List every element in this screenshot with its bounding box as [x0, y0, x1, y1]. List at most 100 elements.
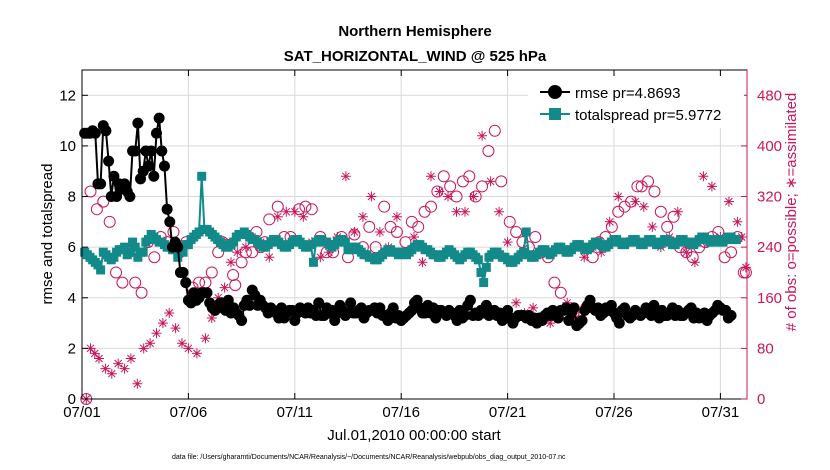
chart-subtitle: SAT_HORIZONTAL_WIND @ 525 hPa	[284, 48, 547, 65]
obs-assimilated-point	[226, 257, 236, 268]
rmse-point	[180, 277, 192, 289]
obs-assimilated-point	[698, 171, 709, 182]
spread-point	[96, 265, 106, 275]
rmse-point	[177, 266, 189, 278]
obs-assimilated-point	[426, 171, 436, 182]
obs-possible-point	[363, 220, 376, 233]
obs-assimilated-point	[219, 282, 230, 293]
spread-point	[128, 237, 138, 247]
obs-assimilated-point	[85, 343, 96, 354]
obs-assimilated-point	[357, 211, 368, 222]
obs-assimilated-point	[349, 227, 360, 237]
y2-tick-label: 240	[757, 239, 782, 256]
legend-spread-label: totalspread pr=5.9772	[575, 107, 721, 124]
y-axis-label: rmse and totalspread	[39, 164, 56, 305]
spread-point	[194, 227, 204, 237]
obs-assimilated-point	[638, 201, 649, 212]
rmse-point	[459, 309, 471, 321]
obs-assimilated-point	[596, 247, 607, 258]
obs-assimilated-point	[689, 257, 700, 268]
obs-assimilated-point	[232, 247, 243, 258]
obs-possible-point	[661, 220, 674, 233]
spread-point	[476, 267, 486, 277]
rmse-point	[244, 299, 256, 311]
rmse-point	[576, 315, 588, 327]
obs-assimilated-point	[183, 343, 194, 354]
spread-point	[308, 257, 318, 267]
spread-point	[109, 252, 119, 262]
x-axis-label: Jul.01,2010 00:00:00 start	[327, 427, 501, 444]
obs-assimilated-point	[106, 368, 117, 379]
y-tick-label: 2	[68, 340, 76, 357]
obs-possible-point	[148, 251, 161, 264]
spread-point	[125, 247, 135, 257]
obs-possible-point	[548, 276, 561, 289]
obs-possible-point	[90, 203, 103, 216]
obs-possible-point	[293, 203, 306, 216]
y2-tick-label: 80	[757, 340, 774, 357]
obs-assimilated-point	[119, 363, 130, 374]
obs-possible-point	[510, 225, 523, 238]
x-tick-label: 07/31	[702, 404, 740, 421]
rmse-point	[158, 160, 170, 172]
obs-assimilated-point	[132, 378, 143, 389]
spread-point	[120, 242, 130, 252]
obs-assimilated-point	[545, 318, 556, 329]
rmse-point	[148, 170, 160, 182]
rmse-point	[95, 178, 107, 190]
obs-possible-point	[529, 231, 542, 244]
y2-tick-label: 0	[757, 391, 765, 408]
footnote: data file: /Users/gharamti/Documents/NCA…	[172, 454, 566, 461]
rmse-point	[172, 241, 184, 253]
obs-assimilated-point	[138, 343, 149, 354]
obs-assimilated-point	[125, 353, 136, 364]
obs-assimilated-point	[170, 323, 181, 334]
obs-assimilated-point	[191, 348, 202, 359]
obs-assimilated-point	[206, 313, 217, 323]
y2-tick-label: 160	[757, 290, 782, 307]
rmse-point	[145, 145, 157, 157]
obs-possible-point	[390, 225, 403, 238]
obs-assimilated-point	[417, 257, 428, 268]
rmse-point	[156, 145, 168, 157]
rmse-point	[164, 216, 176, 228]
obs-possible-point	[129, 276, 142, 289]
spread-point	[731, 235, 741, 245]
spread-point	[306, 240, 316, 250]
legend-rmse-marker	[548, 85, 562, 99]
spread-point	[479, 278, 489, 288]
obs-assimilated-point	[681, 247, 692, 258]
legend: rmse pr=4.8693 totalspread pr=5.9772	[528, 76, 744, 128]
obs-assimilated-point	[374, 227, 385, 237]
rmse-point	[161, 203, 173, 215]
spread-point	[229, 237, 239, 247]
obs-assimilated-point	[468, 191, 479, 202]
rmse-point	[150, 127, 162, 139]
rmse-point	[236, 315, 248, 327]
obs-assimilated-point	[528, 302, 539, 313]
y-tick-label: 6	[68, 239, 76, 256]
plot-area	[79, 112, 752, 405]
obs-assimilated-point	[477, 130, 488, 141]
obs-possible-point	[305, 203, 318, 216]
rmse-point	[89, 127, 101, 139]
spread-point	[340, 237, 350, 247]
spread-point	[481, 262, 491, 272]
obs-assimilated-point	[740, 262, 751, 273]
obs-possible-point	[103, 215, 116, 228]
obs-possible-point	[299, 200, 312, 213]
spread-point	[133, 252, 143, 262]
obs-assimilated-point	[604, 216, 615, 227]
obs-possible-point	[84, 185, 97, 198]
obs-possible-point	[378, 200, 391, 213]
legend-rmse-label: rmse pr=4.8693	[575, 85, 680, 102]
spread-point	[130, 242, 140, 252]
obs-possible-point	[503, 215, 516, 228]
obs-assimilated-point	[672, 206, 683, 217]
obs-assimilated-point	[409, 232, 419, 242]
obs-possible-point	[205, 266, 218, 279]
obs-possible-point	[725, 246, 738, 259]
rmse-point	[725, 309, 737, 321]
x-tick-label: 07/21	[489, 404, 527, 421]
